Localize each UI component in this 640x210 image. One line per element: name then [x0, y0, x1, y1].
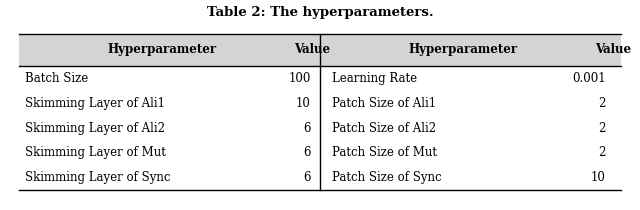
Text: Skimming Layer of Ali1: Skimming Layer of Ali1 [25, 97, 165, 110]
Text: 0.001: 0.001 [572, 72, 605, 85]
Text: 6: 6 [303, 171, 311, 184]
Text: 100: 100 [289, 72, 311, 85]
Text: 6: 6 [303, 146, 311, 159]
Bar [19, 34, 621, 66]
Text: Patch Size of Mut: Patch Size of Mut [332, 146, 437, 159]
Text: 10: 10 [591, 171, 605, 184]
Text: Value: Value [595, 43, 631, 56]
Text: 10: 10 [296, 97, 311, 110]
Text: Hyperparameter: Hyperparameter [108, 43, 217, 56]
Text: Skimming Layer of Mut: Skimming Layer of Mut [25, 146, 166, 159]
Text: Patch Size of Ali2: Patch Size of Ali2 [332, 122, 436, 135]
Text: Table 2: The hyperparameters.: Table 2: The hyperparameters. [207, 6, 433, 19]
Text: Batch Size: Batch Size [25, 72, 88, 85]
Text: Learning Rate: Learning Rate [332, 72, 417, 85]
Text: 6: 6 [303, 122, 311, 135]
Text: Patch Size of Sync: Patch Size of Sync [332, 171, 442, 184]
Text: Skimming Layer of Sync: Skimming Layer of Sync [25, 171, 171, 184]
Text: 2: 2 [598, 146, 605, 159]
Text: Hyperparameter: Hyperparameter [408, 43, 518, 56]
Text: Skimming Layer of Ali2: Skimming Layer of Ali2 [25, 122, 165, 135]
Text: 2: 2 [598, 122, 605, 135]
Text: 2: 2 [598, 97, 605, 110]
Text: Value: Value [294, 43, 330, 56]
Text: Patch Size of Ali1: Patch Size of Ali1 [332, 97, 436, 110]
